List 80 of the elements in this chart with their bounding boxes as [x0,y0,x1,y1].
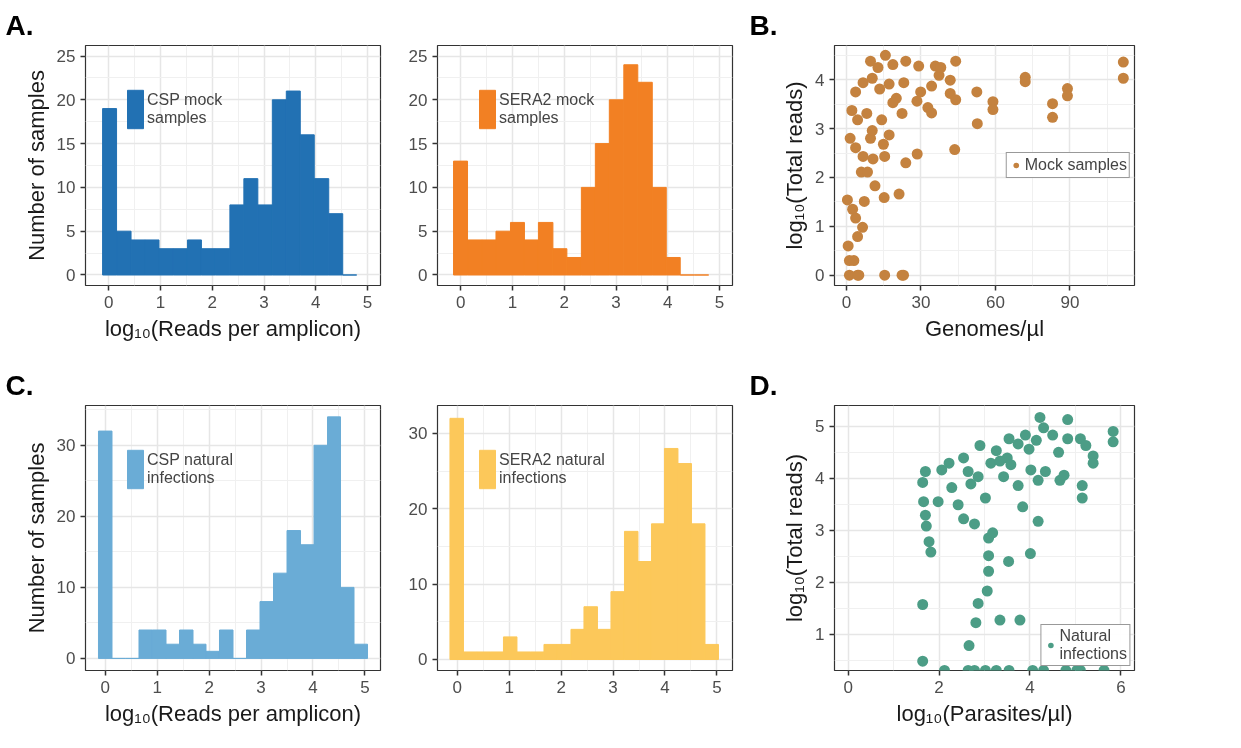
y-axis-title: log₁₀(Total reads) [782,453,808,623]
y-tick-label: 1 [815,625,825,645]
x-tick-label: 1 [155,292,166,312]
y-tick-label: 20 [56,90,76,110]
legend-label: SERA2 natural infections [499,451,605,487]
x-tick-label: 0 [456,292,466,312]
x-tick-label: 2 [207,292,218,312]
y-tick-label: 20 [56,507,76,527]
text: B. [749,9,778,41]
x-tick-label: 2 [556,677,566,697]
x-tick-label: 30 [911,292,931,312]
x-tick-label: 5 [712,677,722,697]
x-tick-label: 90 [1060,292,1080,312]
x-tick-label: 4 [311,292,321,312]
y-tick-label: 25 [56,47,76,67]
y-tick-label: 10 [408,575,428,595]
text: D. [749,369,778,401]
y-tick-label: 0 [66,265,76,285]
x-axis-title: log₁₀(Reads per amplicon) [104,315,362,341]
y-tick-label: 0 [418,650,428,670]
y-tick-label: 5 [66,222,76,242]
y-tick-label: 0 [815,266,825,286]
x-tick-label: 0 [452,677,462,697]
y-tick-label: 15 [56,134,76,154]
x-tick-label: 5 [362,292,373,312]
y-tick-label: 0 [418,265,428,285]
y-axis-title: Number of samples [23,442,49,634]
y-tick-label: 0 [66,649,76,669]
x-tick-label: 3 [611,292,621,312]
y-tick-label: 3 [815,521,825,541]
x-tick-label: 2 [559,292,570,312]
y-tick-label: 5 [418,222,428,242]
legend-label: CSP mock samples [147,91,223,127]
x-tick-label: 2 [204,677,214,697]
x-tick-label: 4 [663,292,673,312]
x-axis-title: log₁₀(Reads per amplicon) [104,700,362,726]
x-tick-label: 2 [934,677,944,697]
y-tick-label: 20 [408,90,428,110]
x-tick-label: 0 [843,677,853,697]
y-tick-label: 15 [408,134,428,154]
x-tick-label: 3 [259,292,269,312]
x-tick-label: 0 [104,292,114,312]
x-tick-label: 0 [841,292,852,312]
y-tick-label: 20 [408,499,428,519]
series-label: Natural infections [1059,627,1127,663]
x-tick-label: 5 [360,677,370,697]
y-tick-label: 4 [815,70,825,90]
x-tick-label: 5 [714,292,725,312]
y-tick-label: 30 [56,436,76,456]
x-tick-label: 6 [1116,677,1126,697]
y-axis-title: Number of samples [23,70,49,261]
x-tick-label: 4 [1025,677,1035,697]
x-tick-label: 4 [308,677,318,697]
y-tick-label: 30 [408,424,428,444]
y-tick-label: 10 [56,578,76,598]
x-tick-label: 3 [608,677,618,697]
text: Mock samples [1024,156,1127,174]
x-tick-label: 4 [660,677,670,697]
y-axis-title: log₁₀(Total reads) [782,81,808,250]
y-tick-label: 1 [815,217,825,237]
x-tick-label: 1 [504,677,514,697]
legend-label: SERA2 mock samples [499,91,595,127]
text: A. [5,9,34,41]
x-tick-label: 1 [507,292,518,312]
x-axis-title: log₁₀(Parasites/µl) [896,700,1073,726]
x-axis-title: Genomes/µl [924,315,1045,341]
y-tick-label: 5 [815,417,825,437]
x-tick-label: 3 [256,677,266,697]
legend-label: CSP natural infections [147,451,233,487]
x-tick-label: 1 [152,677,162,697]
y-tick-label: 4 [815,469,825,489]
x-tick-label: 60 [985,292,1005,312]
y-tick-label: 2 [815,168,825,188]
y-tick-label: 3 [815,119,825,139]
y-tick-label: 2 [815,573,825,593]
y-tick-label: 10 [408,178,428,198]
y-tick-label: 10 [56,178,76,198]
text: C. [5,369,34,401]
x-tick-label: 0 [100,677,110,697]
y-tick-label: 25 [408,47,428,67]
